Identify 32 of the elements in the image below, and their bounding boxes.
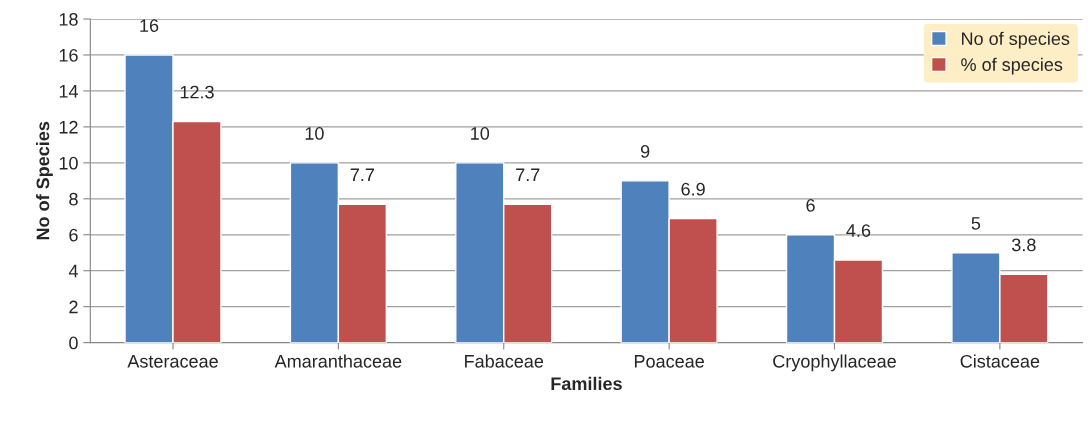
y-tick-label: 8: [69, 192, 78, 206]
x-tick-label: Cistaceae: [960, 354, 1040, 368]
data-label: 5: [971, 217, 981, 230]
y-tick-label: 12: [59, 120, 78, 134]
y-tick-label: 6: [69, 228, 78, 242]
data-label: 7.7: [350, 168, 374, 182]
legend-label: No of species: [962, 31, 1070, 49]
y-tick-label: 10: [59, 156, 78, 170]
data-label: 12.3: [180, 85, 214, 99]
x-tick-label: Amaranthaceae: [274, 354, 402, 368]
data-label: 9: [640, 145, 650, 158]
y-tick-label: 2: [69, 300, 78, 314]
legend-label: % of species: [961, 57, 1063, 75]
x-tick-label: Fabaceae: [465, 354, 544, 368]
x-tick-label: Asteraceae: [127, 355, 218, 368]
data-label: 6: [806, 198, 815, 212]
x-axis-title: Families: [551, 376, 622, 391]
data-label: 10: [305, 127, 324, 140]
data-label: 3.8: [1011, 238, 1036, 252]
y-tick-label: 16: [59, 48, 78, 62]
data-label: 4.6: [846, 224, 871, 237]
y-tick-label: 14: [59, 85, 78, 98]
y-tick-label: 0: [69, 336, 78, 350]
data-label: 10: [471, 127, 490, 140]
y-tick-label: 18: [59, 12, 78, 26]
data-label: 7.7: [516, 168, 540, 182]
data-label: 6.9: [681, 182, 705, 196]
y-axis-title: No of Species: [36, 121, 53, 240]
y-tick-label: 4: [68, 264, 78, 278]
x-tick-label: Cryophyllaceae: [773, 354, 896, 372]
x-tick-label: Poaceae: [634, 355, 704, 368]
data-label: 16: [140, 19, 159, 32]
